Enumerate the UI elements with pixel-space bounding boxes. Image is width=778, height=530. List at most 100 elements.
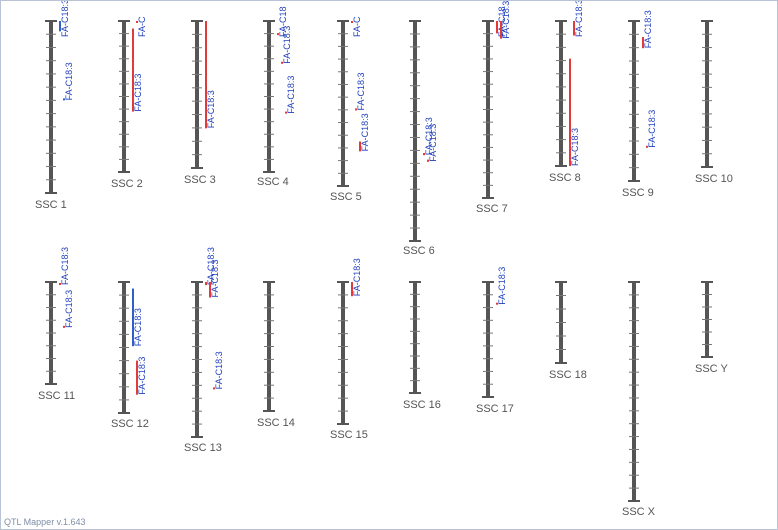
chromosome-c11[interactable]: SSC 11 FA-C18:3 FA-C18:3 [38, 247, 75, 402]
qtl-label[interactable]: FA-C18:3 [352, 258, 362, 296]
qtl-marker[interactable] [132, 288, 134, 347]
chromosome-label: SSC 1 [35, 199, 67, 211]
qtl-marker[interactable] [209, 282, 211, 298]
qtl-marker[interactable] [63, 325, 65, 328]
chromosome-c16[interactable]: SSC 16 [403, 281, 441, 411]
chromosome-bar[interactable] [49, 21, 53, 193]
chromosome-bar[interactable] [413, 282, 417, 393]
qtl-marker[interactable] [205, 282, 207, 286]
qtl-label[interactable]: FA-C18:3 [497, 267, 507, 305]
chromosome-bar[interactable] [341, 21, 345, 186]
chromosome-bar[interactable] [413, 21, 417, 241]
qtl-marker[interactable] [423, 153, 425, 156]
qtl-marker[interactable] [351, 21, 353, 23]
chromosome-bar[interactable] [341, 282, 345, 424]
chromosome-c2[interactable]: SSC 2 FA-C18:3 FA-C [111, 16, 147, 190]
qtl-label[interactable]: FA-C18:3 [643, 10, 653, 48]
qtl-marker[interactable] [496, 21, 498, 34]
qtl-marker[interactable] [500, 21, 502, 39]
chromosome-label: SSC 11 [38, 390, 75, 402]
chromosome-c1[interactable]: SSC 1 FA-C18:3 FA-C18:3 [35, 1, 74, 211]
chromosome-bar[interactable] [705, 21, 709, 167]
qtl-marker[interactable] [213, 387, 215, 390]
qtl-label[interactable]: FA-C18:3 [424, 117, 434, 155]
chromosome-label: SSC 8 [549, 172, 581, 184]
chromosome-c9[interactable]: SSC 9 FA-C18:3 FA-C18:3 [622, 10, 657, 199]
qtl-label[interactable]: FA-C18:3 [64, 62, 74, 100]
qtl-label[interactable]: FA-C18:3 [647, 110, 657, 148]
chromosome-c15[interactable]: SSC 15 FA-C18:3 [330, 258, 368, 441]
qtl-marker[interactable] [63, 98, 65, 101]
chromosome-bar[interactable] [632, 282, 636, 501]
qtl-marker[interactable] [427, 159, 429, 162]
chromosome-label: SSC 10 [695, 173, 733, 185]
qtl-marker[interactable] [59, 283, 61, 286]
qtl-marker[interactable] [281, 61, 283, 64]
qtl-marker[interactable] [285, 111, 287, 114]
qtl-label[interactable]: FA-C18:3 [60, 1, 70, 37]
qtl-marker[interactable] [646, 145, 648, 148]
qtl-label[interactable]: FA-C18:3 [286, 76, 296, 114]
qtl-marker[interactable] [573, 21, 575, 36]
qtl-marker[interactable] [351, 282, 353, 297]
chromosome-label: SSC 4 [257, 176, 289, 188]
qtl-label[interactable]: FA-C18:3 [133, 74, 143, 112]
chromosome-bar[interactable] [559, 21, 563, 166]
chromosome-c12[interactable]: SSC 12 FA-C18:3 FA-C18:3 [111, 281, 149, 430]
qtl-label[interactable]: FA-C18:3 [210, 259, 220, 297]
chromosome-c14[interactable]: SSC 14 [257, 281, 295, 429]
chromosome-label: SSC Y [695, 363, 728, 375]
qtl-label[interactable]: FA-C18:3 [282, 26, 292, 64]
qtl-marker[interactable] [642, 37, 644, 49]
chromosome-label: SSC 3 [184, 174, 216, 186]
qtl-marker[interactable] [359, 141, 361, 152]
qtl-marker[interactable] [59, 21, 61, 32]
qtl-label[interactable]: FA-C18:3 [206, 90, 216, 128]
qtl-label[interactable]: FA-C18:3 [570, 128, 580, 166]
chromosome-c3[interactable]: SSC 3 FA-C18:3 [184, 20, 216, 186]
chromosome-c6[interactable]: SSC 6 FA-C18:3FA-C18:3 [403, 20, 438, 257]
chromosome-cX[interactable]: SSC X [622, 281, 656, 518]
qtl-label[interactable]: FA-C [352, 16, 362, 37]
chromosome-c8[interactable]: SSC 8 FA-C18:3 FA-C18:3 [549, 1, 584, 184]
qtl-marker[interactable] [496, 302, 498, 305]
chromosome-c10[interactable]: SSC 10 [695, 20, 733, 185]
chromosome-label: SSC 2 [111, 178, 143, 190]
qtl-label[interactable]: FA-C18:3 [133, 308, 143, 346]
qtl-marker[interactable] [136, 360, 138, 395]
qtl-marker[interactable] [136, 21, 138, 23]
chromosome-label: SSC 12 [111, 418, 149, 430]
chromosome-c17[interactable]: SSC 17 FA-C18:3 [476, 267, 514, 415]
qtl-label[interactable]: FA-C18:3 [574, 1, 584, 37]
qtl-label[interactable]: FA-C [137, 16, 147, 37]
chromosome-c18[interactable]: SSC 18 [549, 281, 587, 381]
qtl-label[interactable]: FA-C18:3 [360, 113, 370, 151]
qtl-label[interactable]: FA-C18:3 [501, 1, 511, 39]
chromosome-c5[interactable]: SSC 5 FA-C FA-C18:3 FA-C18:3 [330, 16, 370, 203]
qtl-label[interactable]: FA-C18:3 [356, 72, 366, 110]
qtl-label[interactable]: FA-C18:3 [137, 357, 147, 395]
qtl-label[interactable]: FA-C18:3 [64, 290, 74, 328]
chromosome-cY[interactable]: SSC Y [695, 281, 728, 375]
qtl-label[interactable]: FA-C18:3 [60, 247, 70, 285]
chromosome-label: SSC 7 [476, 203, 508, 215]
qtl-label[interactable]: FA-C18:3 [214, 351, 224, 389]
qtl-label[interactable]: FA-C18:3 [206, 247, 216, 285]
qtl-marker[interactable] [355, 108, 357, 111]
qtl-marker[interactable] [132, 28, 134, 112]
qtl-marker[interactable] [569, 58, 571, 167]
qtl-marker[interactable] [205, 21, 207, 129]
qtl-label[interactable]: FA-C18:3 [428, 124, 438, 162]
chromosome-bar[interactable] [195, 21, 199, 168]
qtl-label[interactable]: FA-C18 [278, 6, 288, 37]
qtl-marker[interactable] [277, 33, 279, 36]
chromosome-label: SSC 5 [330, 191, 362, 203]
chromosome-label: SSC 13 [184, 442, 222, 454]
chromosome-bar[interactable] [486, 282, 490, 397]
chromosome-label: SSC 17 [476, 403, 514, 415]
chromosome-label: SSC X [622, 506, 656, 518]
